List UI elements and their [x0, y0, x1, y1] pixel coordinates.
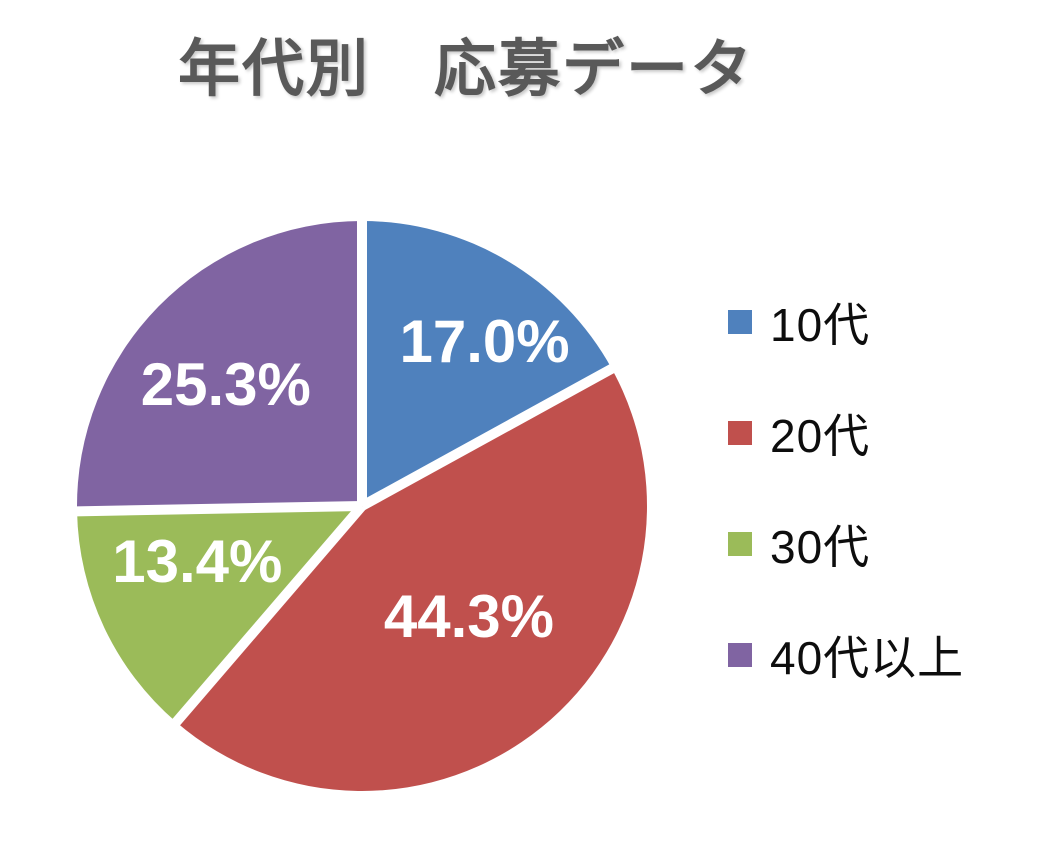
slice-separator	[171, 502, 366, 727]
pie-slice-3	[76, 221, 363, 512]
legend-item-2: 30代	[728, 519, 964, 573]
legend-item-3: 40代以上	[728, 630, 964, 684]
legend-label: 20代	[770, 410, 871, 462]
pie-slice-1	[176, 368, 647, 791]
chart-title: 年代別 応募データ	[178, 35, 755, 104]
legend-item-0: 10代	[728, 297, 964, 351]
pie-data-label-1: 44.3%	[384, 583, 554, 650]
slice-separator	[359, 363, 616, 511]
pie-slice-2	[77, 506, 363, 723]
pie-data-label-2: 13.4%	[112, 528, 282, 595]
legend: 10代 20代 30代 40代以上	[728, 297, 964, 741]
legend-label: 10代	[770, 299, 871, 351]
pie-slice-0	[362, 221, 612, 506]
legend-label: 40代以上	[770, 632, 965, 684]
legend-swatch-icon	[728, 532, 752, 556]
legend-swatch-icon	[728, 643, 752, 667]
pie-data-label-3: 25.3%	[141, 351, 311, 418]
legend-swatch-icon	[728, 421, 752, 445]
slice-separator	[75, 501, 363, 517]
legend-item-1: 20代	[728, 408, 964, 462]
legend-swatch-icon	[728, 310, 752, 334]
pie-data-label-0: 17.0%	[400, 308, 570, 375]
legend-label: 30代	[770, 521, 871, 573]
